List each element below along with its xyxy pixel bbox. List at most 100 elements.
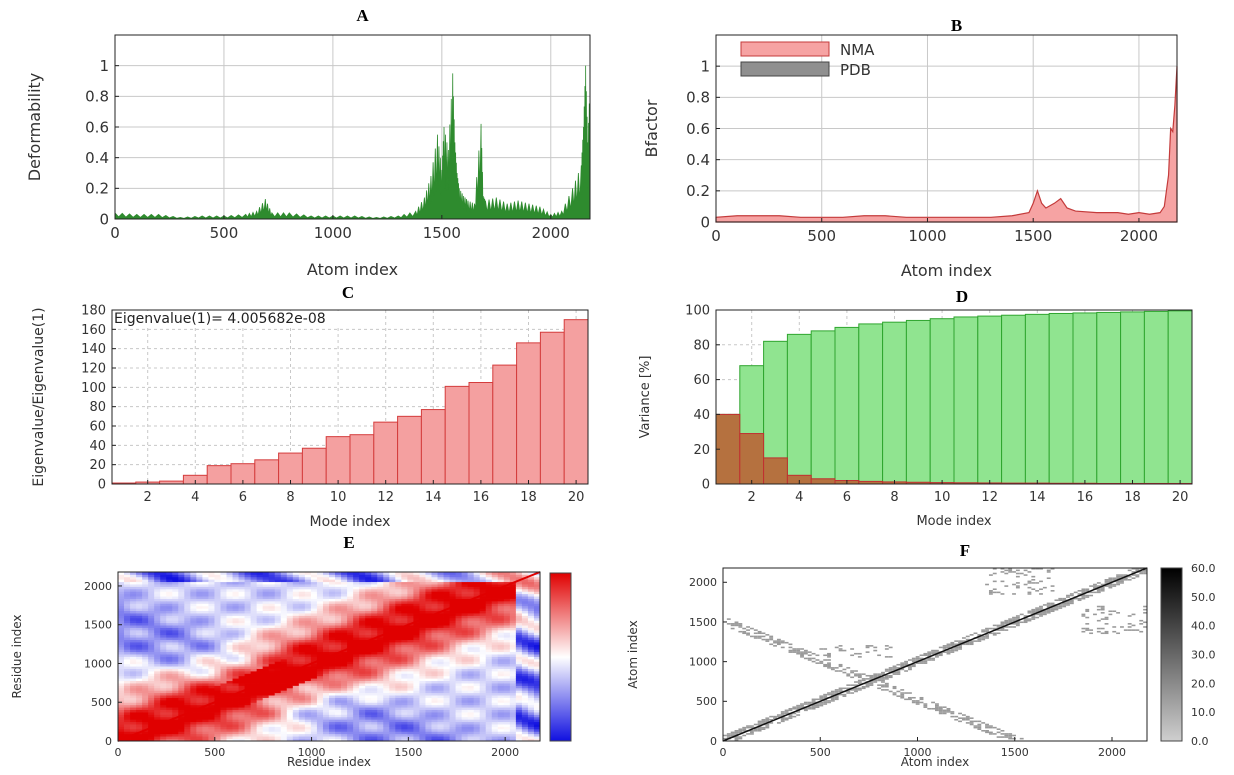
heatmap-cell	[124, 719, 130, 722]
heatmap-cell	[365, 693, 371, 696]
heatmap-cell	[335, 676, 341, 679]
heatmap-cell	[293, 584, 299, 587]
heatmap-cell	[347, 712, 353, 715]
heatmap-cell	[154, 654, 160, 657]
heatmap-cell	[419, 596, 425, 599]
heatmap-cell	[329, 623, 335, 626]
heatmap-cell	[142, 724, 148, 727]
heatmap-cell	[335, 601, 341, 604]
heatmap-cell	[395, 623, 401, 626]
heatmap-cell	[184, 579, 190, 582]
heatmap-cell	[462, 628, 468, 631]
heatmap-cell	[438, 729, 444, 732]
heatmap-cell	[299, 642, 305, 645]
heatmap-cell	[413, 659, 419, 662]
heatmap-cell	[462, 722, 468, 725]
heatmap-cell	[124, 623, 130, 626]
heatmap-cell	[202, 731, 208, 734]
heatmap-cell	[154, 594, 160, 597]
heatmap-cell	[401, 647, 407, 650]
heatmap-cell	[468, 683, 474, 686]
heatmap-cell	[359, 710, 365, 713]
heatmap-cell	[154, 644, 160, 647]
heatmap-cell	[184, 731, 190, 734]
heatmap-cell	[305, 652, 311, 655]
heatmap-cell	[148, 719, 154, 722]
heatmap-cell	[323, 618, 329, 621]
heatmap-cell	[510, 635, 516, 638]
heatmap-cell	[124, 666, 130, 669]
heatmap-cell	[118, 652, 124, 655]
heatmap-cell	[438, 601, 444, 604]
heatmap-cell	[317, 693, 323, 696]
heatmap-cell	[335, 615, 341, 618]
heatmap-cell	[154, 683, 160, 686]
heatmap-cell	[148, 683, 154, 686]
heatmap-cell	[377, 700, 383, 703]
heatmap-cell	[353, 630, 359, 633]
heatmap-cell	[124, 625, 130, 628]
heatmap-cell	[130, 596, 136, 599]
heatmap-cell	[401, 586, 407, 589]
heatmap-cell	[287, 664, 293, 667]
heatmap-cell	[353, 727, 359, 730]
heatmap-cell	[389, 625, 395, 628]
heatmap-cell	[208, 594, 214, 597]
heatmap-cell	[299, 710, 305, 713]
heatmap-cell	[383, 608, 389, 611]
heatmap-cell	[275, 623, 281, 626]
heatmap-cell	[407, 724, 413, 727]
heatmap-cell	[431, 736, 437, 739]
heatmap-cell	[522, 666, 528, 669]
heatmap-cell	[124, 630, 130, 633]
heatmap-cell	[468, 589, 474, 592]
heatmap-cell	[468, 705, 474, 708]
heatmap-cell	[438, 599, 444, 602]
heatmap-cell	[407, 705, 413, 708]
heatmap-cell	[118, 673, 124, 676]
heatmap-cell	[498, 644, 504, 647]
heatmap-cell	[275, 693, 281, 696]
heatmap-cell	[251, 632, 257, 635]
x-tick-label: 2	[748, 490, 756, 505]
heatmap-cell	[263, 577, 269, 580]
heatmap-cell	[419, 700, 425, 703]
heatmap-cell	[347, 591, 353, 594]
heatmap-cell	[184, 688, 190, 691]
x-axis-label: Atom index	[901, 261, 992, 280]
heatmap-cell	[516, 623, 522, 626]
heatmap-cell	[124, 618, 130, 621]
heatmap-cell	[287, 608, 293, 611]
heatmap-cell	[275, 661, 281, 664]
heatmap-cell	[190, 683, 196, 686]
heatmap-cell	[245, 714, 251, 717]
heatmap-cell	[389, 606, 395, 609]
heatmap-cell	[317, 700, 323, 703]
heatmap-cell	[474, 632, 480, 635]
heatmap-cell	[136, 635, 142, 638]
heatmap-cell	[160, 623, 166, 626]
heatmap-cell	[269, 729, 275, 732]
heatmap-cell	[438, 582, 444, 585]
heatmap-cell	[196, 628, 202, 631]
heatmap-cell	[281, 613, 287, 616]
heatmap-cell	[281, 678, 287, 681]
heatmap-cell	[317, 722, 323, 725]
cumulative-variance-bar	[954, 317, 978, 484]
heatmap-cell	[510, 719, 516, 722]
heatmap-cell	[444, 729, 450, 732]
heatmap-cell	[227, 714, 233, 717]
heatmap-cell	[317, 599, 323, 602]
heatmap-cell	[323, 640, 329, 643]
heatmap-cell	[413, 579, 419, 582]
heatmap-cell	[516, 603, 522, 606]
heatmap-cell	[208, 635, 214, 638]
heatmap-cell	[347, 661, 353, 664]
heatmap-cell	[136, 727, 142, 730]
heatmap-cell	[510, 685, 516, 688]
heatmap-cell	[269, 640, 275, 643]
heatmap-cell	[239, 574, 245, 577]
cumulative-variance-bar	[835, 327, 859, 484]
heatmap-cell	[299, 698, 305, 701]
heatmap-cell	[130, 724, 136, 727]
